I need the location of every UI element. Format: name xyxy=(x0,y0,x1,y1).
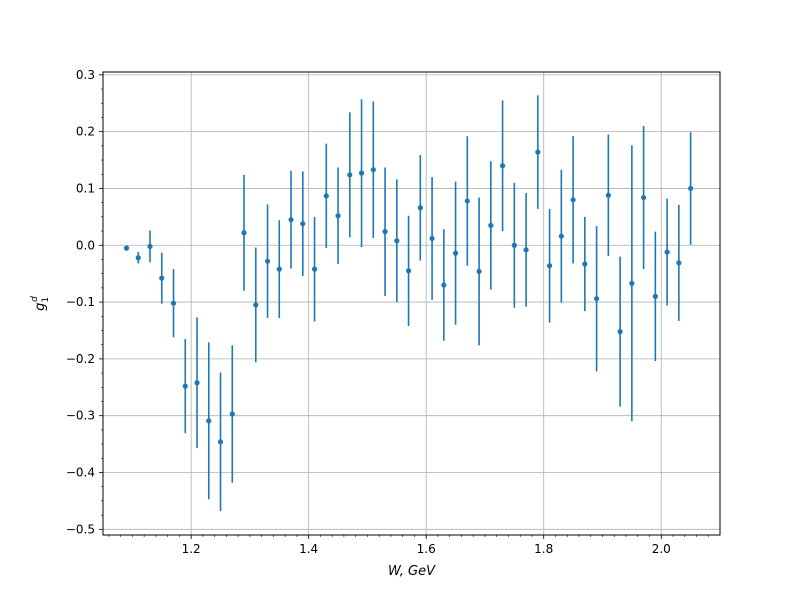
grid xyxy=(103,72,720,535)
data-point xyxy=(523,247,529,253)
data-point xyxy=(217,439,224,445)
y-tick-label: 0.2 xyxy=(76,125,95,139)
data-point xyxy=(441,282,447,288)
data-point xyxy=(264,258,271,264)
data-point xyxy=(688,185,694,192)
data-point xyxy=(652,293,658,299)
data-point xyxy=(464,198,470,204)
data-point xyxy=(546,263,553,269)
data-point xyxy=(253,302,259,308)
y-tick-label: −0.3 xyxy=(66,409,95,423)
y-axis-label: g1d xyxy=(30,296,51,311)
y-axis: 0.3 0.2 0.1 0.0 −0.1 −0.2 −0.3 −0.4 −0.5 xyxy=(66,68,103,536)
data-point xyxy=(594,296,600,302)
y-tick-label: −0.4 xyxy=(66,466,95,480)
data-point xyxy=(182,383,188,389)
data-point xyxy=(147,243,153,250)
data-point xyxy=(170,300,177,306)
data-point xyxy=(417,205,423,211)
x-tick-label: 1.6 xyxy=(417,542,436,556)
y-axis-label-base: g xyxy=(33,303,48,311)
data-point xyxy=(194,380,200,386)
x-axis-label: W, GeV xyxy=(388,564,436,579)
data-point xyxy=(605,192,611,198)
x-tick-label: 2.0 xyxy=(652,542,671,556)
x-tick-label: 1.4 xyxy=(299,542,318,556)
data-point xyxy=(382,229,388,235)
data-point xyxy=(499,163,506,169)
data-point xyxy=(288,217,294,223)
data-point xyxy=(429,235,435,242)
x-tick-label: 1.8 xyxy=(534,542,553,556)
y-tick-label: 0.1 xyxy=(76,181,95,195)
data-point xyxy=(558,233,564,239)
data-point xyxy=(582,261,588,267)
data-point xyxy=(241,230,247,236)
data-point xyxy=(276,266,282,272)
data-point xyxy=(311,266,318,272)
plot-frame xyxy=(102,71,721,536)
data-points xyxy=(123,95,694,512)
data-point xyxy=(676,260,682,266)
data-point xyxy=(123,245,130,251)
data-point xyxy=(476,268,482,275)
data-point xyxy=(229,411,235,417)
y-axis-label-sup: d xyxy=(30,296,40,302)
data-point xyxy=(135,255,141,261)
data-point xyxy=(300,221,306,227)
data-point xyxy=(335,213,341,219)
data-point xyxy=(405,268,412,274)
data-point xyxy=(370,167,376,173)
data-point xyxy=(617,329,623,335)
data-point xyxy=(641,194,647,201)
y-tick-label: 0.0 xyxy=(76,238,95,252)
data-point xyxy=(347,172,353,178)
y-axis-label-sub: 1 xyxy=(41,297,51,303)
data-point xyxy=(664,249,670,255)
data-point xyxy=(452,250,459,256)
data-point xyxy=(323,193,329,199)
data-point xyxy=(159,275,165,281)
x-axis: 1.2 1.4 1.6 1.8 2.0 xyxy=(108,535,709,556)
y-tick-label: 0.3 xyxy=(76,68,95,82)
x-tick-label: 1.2 xyxy=(182,542,201,556)
data-point xyxy=(511,242,517,248)
data-point xyxy=(535,149,541,155)
data-point xyxy=(206,418,212,424)
y-tick-label: −0.1 xyxy=(66,295,95,309)
data-point xyxy=(488,222,494,228)
data-point xyxy=(394,238,400,244)
data-point xyxy=(629,280,635,286)
y-tick-label: −0.5 xyxy=(66,522,95,536)
y-tick-label: −0.2 xyxy=(66,352,95,366)
data-point xyxy=(358,170,365,176)
data-point xyxy=(570,197,576,203)
